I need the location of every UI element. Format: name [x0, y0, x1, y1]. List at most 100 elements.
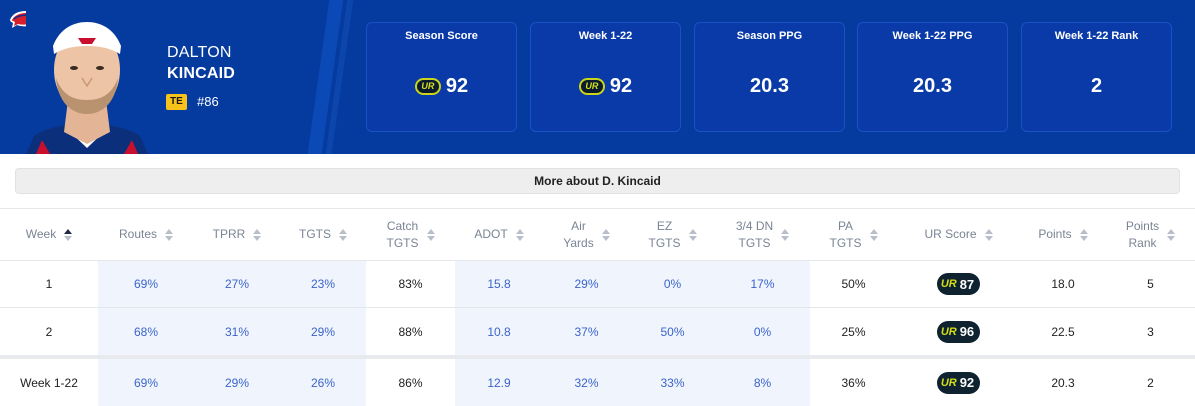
sort-icon[interactable]	[165, 228, 174, 241]
column-header-line: TGTS	[829, 235, 862, 250]
stat-title: Week 1-22 PPG	[892, 30, 973, 42]
column-header-line: TGTS	[299, 227, 331, 241]
ur-score-value: 92	[959, 375, 975, 390]
cell-pa-tgts: 36%	[810, 359, 897, 406]
sort-icon[interactable]	[869, 228, 878, 241]
table-row: 2 68% 31% 29% 88% 10.8 37% 50% 0% 25% UR 96 22.5 3	[0, 308, 1195, 355]
stat-value-number: 2	[1090, 75, 1103, 97]
sort-icon[interactable]	[1079, 228, 1088, 241]
ur-score-badge: UR 87	[936, 273, 981, 295]
sort-icon[interactable]	[515, 228, 524, 241]
column-header-label: TPRR	[213, 226, 246, 243]
cell-value: 12.9	[487, 375, 511, 390]
column-header-week[interactable]: Week	[0, 209, 98, 260]
cell-pa-tgts: 25%	[810, 308, 897, 355]
sort-icon[interactable]	[253, 228, 262, 241]
column-header-label: ADOT	[474, 226, 507, 243]
cell-ez-tgts: 50%	[630, 308, 715, 355]
position-badge: TE	[166, 94, 187, 110]
column-header-line: TPRR	[212, 227, 246, 241]
sort-icon[interactable]	[339, 228, 347, 241]
column-header-content: EZ TGTS	[649, 218, 697, 252]
stat-value: UR 92	[367, 74, 516, 98]
ur-logo-icon: UR	[940, 325, 957, 338]
cell-value: 86%	[398, 375, 423, 390]
cell-tprr: 27%	[194, 261, 280, 307]
sort-icon[interactable]	[601, 228, 610, 241]
more-about-button[interactable]: More about D. Kincaid	[15, 168, 1180, 194]
more-about-section: More about D. Kincaid	[0, 154, 1195, 209]
cell-value: 33%	[660, 375, 685, 390]
ur-logo-icon: UR	[940, 278, 957, 290]
column-header-line: Catch	[386, 218, 419, 233]
cell-catch-tgts: 86%	[366, 359, 455, 406]
column-header-content: TGTS	[299, 226, 347, 243]
sort-icon[interactable]	[1167, 228, 1176, 241]
column-header-adot[interactable]: ADOT	[455, 209, 543, 260]
cell-value: 69%	[133, 375, 159, 390]
column-header-air-yards[interactable]: Air Yards	[543, 209, 630, 260]
column-header-label: Routes	[119, 226, 157, 243]
stat-title: Week 1-22 Rank	[1054, 30, 1139, 42]
column-header-tprr[interactable]: TPRR	[194, 209, 280, 260]
sort-icon[interactable]	[688, 228, 697, 241]
column-header-line: 3/4 DN	[735, 218, 774, 233]
cell-value: 68%	[133, 324, 159, 339]
cell-value: 29%	[224, 375, 250, 390]
cell-week: Week 1-22	[0, 359, 98, 406]
cell-tgts: 23%	[280, 261, 366, 307]
column-header-pa-tgts[interactable]: PA TGTS	[810, 209, 897, 260]
ur-logo-icon: UR	[578, 77, 605, 95]
cell-points-rank: 3	[1106, 308, 1195, 355]
cell-value: 88%	[398, 324, 423, 339]
cell-value: 22.5	[1051, 324, 1075, 339]
cell-adot: 10.8	[455, 308, 543, 355]
jersey-number: #86	[197, 94, 219, 109]
cell-ur-score: UR 92	[897, 359, 1020, 406]
column-header-label: Points Rank	[1126, 218, 1159, 252]
cell-value: 1	[45, 277, 53, 291]
sort-up-icon[interactable]	[64, 228, 73, 241]
table-row: 1 69% 27% 23% 83% 15.8 29% 0% 17% 50% UR 87 18.0 5	[0, 261, 1195, 308]
ur-logo-icon: UR	[414, 77, 441, 95]
cell-value: 2	[1147, 375, 1154, 390]
column-header-line: Week	[25, 227, 57, 241]
sort-icon[interactable]	[426, 228, 435, 241]
cell-ur-score: UR 87	[897, 261, 1020, 307]
column-header-line: Air	[571, 218, 586, 233]
cell-points-rank: 5	[1106, 261, 1195, 307]
column-header-ur-score[interactable]: UR Score	[897, 209, 1020, 260]
column-header-line: Routes	[118, 227, 158, 241]
column-header-points-rank[interactable]: Points Rank	[1106, 209, 1195, 260]
cell-value: 0%	[663, 277, 682, 291]
cell-adot: 12.9	[455, 359, 543, 406]
column-header-line: TGTS	[648, 235, 681, 250]
sort-icon[interactable]	[781, 228, 790, 241]
column-header-line: PA	[837, 218, 854, 233]
column-header-routes[interactable]: Routes	[98, 209, 194, 260]
cell-value: 15.8	[487, 277, 511, 291]
cell-value: 0%	[753, 324, 772, 339]
stat-card-season-ppg: Season PPG 20.3	[694, 22, 845, 132]
cell-catch-tgts: 83%	[366, 261, 455, 307]
cell-value: 50%	[660, 324, 685, 339]
column-header-content: UR Score	[924, 226, 993, 243]
cell-34dn-tgts: 0%	[715, 308, 810, 355]
column-header-catch-tgts[interactable]: Catch TGTS	[366, 209, 455, 260]
column-header-line: TGTS	[386, 235, 419, 250]
cell-value: 29%	[310, 324, 336, 339]
column-header-tgts[interactable]: TGTS	[280, 209, 366, 260]
cell-pa-tgts: 50%	[810, 261, 897, 307]
cell-ez-tgts: 33%	[630, 359, 715, 406]
column-header-label: Points	[1038, 226, 1071, 243]
column-header-ez-tgts[interactable]: EZ TGTS	[630, 209, 715, 260]
cell-air-yards: 37%	[543, 308, 630, 355]
cell-ur-score: UR 96	[897, 308, 1020, 355]
column-header-content: PA TGTS	[830, 218, 878, 252]
cell-value: 5	[1147, 277, 1154, 291]
column-header-34dn-tgts[interactable]: 3/4 DN TGTS	[715, 209, 810, 260]
cell-week: 1	[0, 261, 98, 307]
sort-icon[interactable]	[984, 228, 993, 241]
stat-value-number: 92	[445, 75, 469, 97]
column-header-points[interactable]: Points	[1020, 209, 1106, 260]
